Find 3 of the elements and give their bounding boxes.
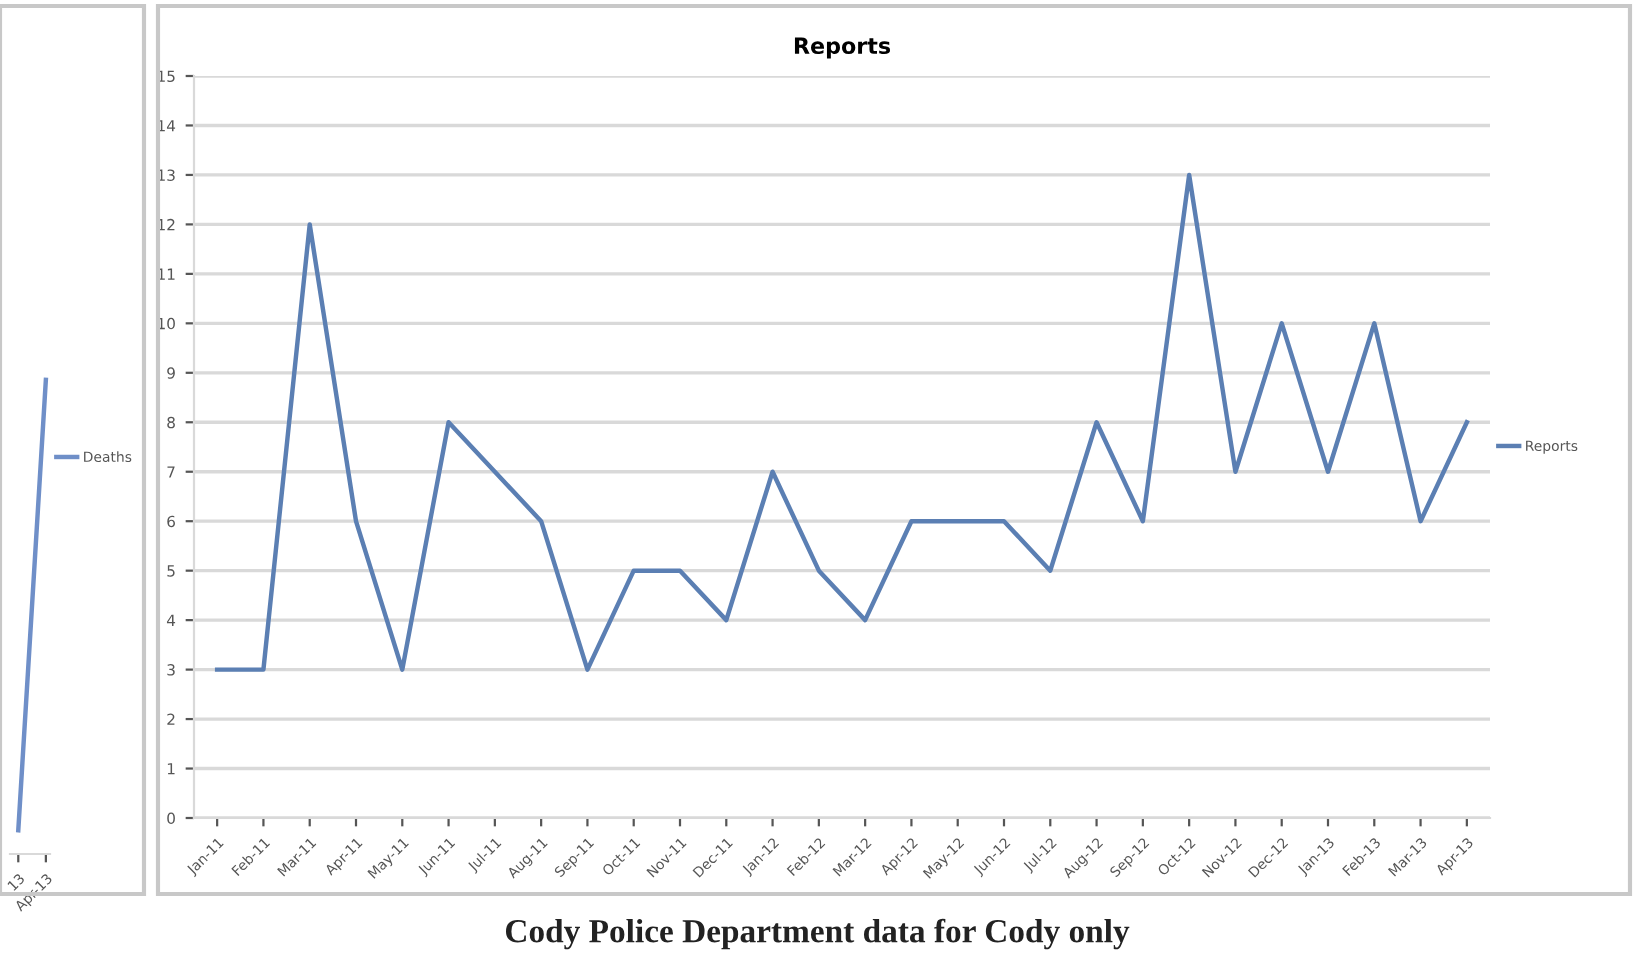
line-series [214, 172, 1470, 672]
text: Cody Police Department data for Cody only [505, 918, 1130, 950]
chart-title: Reports [794, 37, 891, 59]
